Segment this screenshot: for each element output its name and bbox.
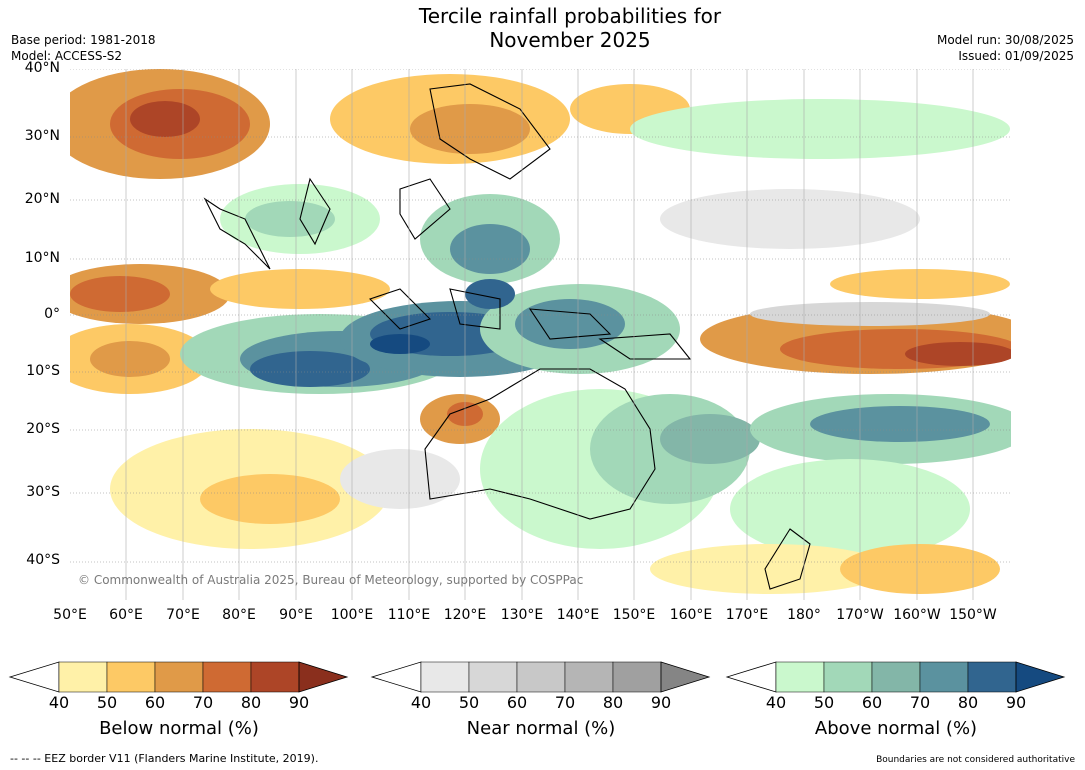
lon-label: 160°E (669, 607, 713, 623)
lat-label: 20°S (26, 421, 60, 437)
lat-label: 0° (44, 306, 60, 322)
colorbar-swatch (775, 661, 825, 693)
base-period: Base period: 1981-2018 (11, 33, 156, 47)
colorbar-swatch (250, 661, 300, 693)
above-normal-colorbar (725, 661, 1066, 693)
lon-label: 100°E (330, 607, 374, 623)
colorbar-tick: 40 (48, 693, 70, 712)
colorbar-tick: 80 (240, 693, 262, 712)
colorbar-tick: 70 (554, 693, 576, 712)
lon-label: 110°E (387, 607, 431, 623)
lon-label: 90°E (279, 607, 313, 623)
lat-label: 40°N (24, 60, 60, 76)
colorbar-tick: 70 (192, 693, 214, 712)
lon-label: 50°E (53, 607, 87, 623)
colorbar-swatch (58, 661, 108, 693)
run-info: Model run: 30/08/2025 Issued: 01/09/2025 (937, 32, 1074, 64)
colorbar-swatch (468, 661, 518, 693)
colorbar-swatch (420, 661, 470, 693)
copyright-notice: © Commonwealth of Australia 2025, Bureau… (78, 573, 584, 587)
colorbar-swatch (1015, 661, 1066, 693)
lat-label: 30°N (24, 128, 60, 144)
colorbar-swatch (154, 661, 204, 693)
colorbar-tick: 50 (813, 693, 835, 712)
colorbar-tick: 60 (861, 693, 883, 712)
map-title: Tercile rainfall probabilities for Novem… (320, 4, 820, 52)
lon-label: 180° (787, 607, 821, 623)
lat-label: 30°S (26, 484, 60, 500)
lon-label: 130°E (500, 607, 544, 623)
colorbar-swatch (202, 661, 252, 693)
colorbar-swatch (516, 661, 566, 693)
colorbar-swatch (612, 661, 662, 693)
lon-label: 150°E (612, 607, 656, 623)
lon-label: 60°E (109, 607, 143, 623)
colorbar-swatch (823, 661, 873, 693)
title-line-2: November 2025 (489, 28, 651, 52)
lon-label: 120°E (443, 607, 487, 623)
lat-label: 10°S (26, 363, 60, 379)
colorbar-tick: 90 (1005, 693, 1027, 712)
lon-label: 70°E (166, 607, 200, 623)
lon-label: 170°W (836, 607, 884, 623)
eez-border-note: -- -- -- EEZ border V11 (Flanders Marine… (10, 752, 319, 765)
colorbar-tick: 40 (410, 693, 432, 712)
colorbars (8, 661, 1066, 693)
colorbar-tick: 50 (96, 693, 118, 712)
colorbar-tick: 40 (765, 693, 787, 712)
colorbar-tick: 50 (458, 693, 480, 712)
colorbar-swatch (871, 661, 921, 693)
colorbar-swatch (660, 661, 711, 693)
colorbar-tick: 60 (144, 693, 166, 712)
below-normal-label: Below normal (%) (99, 718, 259, 739)
lat-label: 20°N (24, 191, 60, 207)
boundaries-disclaimer: Boundaries are not considered authoritat… (876, 755, 1075, 765)
colorbar-tick: 80 (602, 693, 624, 712)
title-line-1: Tercile rainfall probabilities for (418, 4, 722, 28)
lon-label: 160°W (893, 607, 941, 623)
model-name: Model: ACCESS-S2 (11, 49, 123, 63)
colorbar-swatch (919, 661, 969, 693)
issued-date: Issued: 01/09/2025 (958, 49, 1074, 63)
colorbar-tick: 80 (957, 693, 979, 712)
lat-label: 10°N (24, 250, 60, 266)
colorbar-tick: 60 (506, 693, 528, 712)
near-normal-colorbar (370, 661, 711, 693)
below-normal-colorbar (8, 661, 349, 693)
colorbar-tick: 90 (288, 693, 310, 712)
model-run-date: Model run: 30/08/2025 (936, 33, 1074, 47)
colorbar-tick: 70 (909, 693, 931, 712)
model-info: Base period: 1981-2018 Model: ACCESS-S2 (11, 32, 156, 64)
rainfall-map (70, 69, 1011, 600)
lon-label: 140°E (556, 607, 600, 623)
colorbar-swatch (967, 661, 1017, 693)
map-area: © Commonwealth of Australia 2025, Bureau… (70, 69, 1011, 600)
lon-label: 150°W (949, 607, 997, 623)
colorbar-tick: 90 (650, 693, 672, 712)
colorbar-swatch (298, 661, 349, 693)
above-normal-label: Above normal (%) (814, 718, 978, 739)
lon-label: 170°E (725, 607, 769, 623)
near-normal-label: Near normal (%) (466, 718, 616, 739)
colorbar-swatch (564, 661, 614, 693)
lat-label: 40°S (26, 552, 60, 568)
colorbar-swatch (106, 661, 156, 693)
lon-label: 80°E (222, 607, 256, 623)
